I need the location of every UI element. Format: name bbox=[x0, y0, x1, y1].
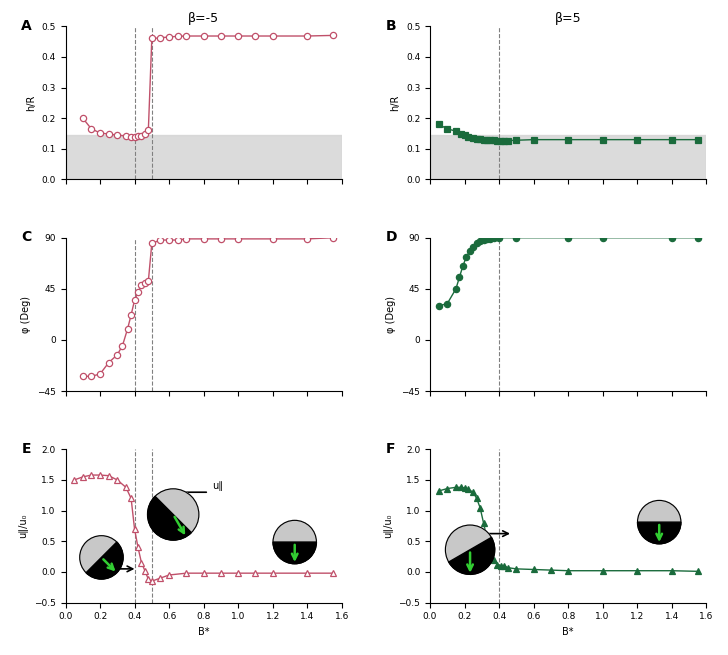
Text: E: E bbox=[21, 441, 31, 456]
Text: F: F bbox=[386, 441, 395, 456]
X-axis label: B*: B* bbox=[562, 627, 574, 637]
Bar bbox=[66, 135, 341, 179]
Text: A: A bbox=[21, 18, 32, 33]
Bar bbox=[430, 135, 706, 179]
Text: D: D bbox=[386, 230, 397, 244]
Y-axis label: u∥/u₀: u∥/u₀ bbox=[18, 514, 28, 538]
Y-axis label: h/R: h/R bbox=[26, 95, 36, 111]
X-axis label: B*: B* bbox=[198, 627, 210, 637]
Text: B: B bbox=[386, 18, 397, 33]
Title: β=-5: β=-5 bbox=[188, 12, 219, 25]
Y-axis label: u∥/u₀: u∥/u₀ bbox=[383, 514, 393, 538]
Text: u₀: u₀ bbox=[85, 558, 95, 568]
Y-axis label: φ (Deg): φ (Deg) bbox=[386, 296, 396, 333]
Text: u₀: u₀ bbox=[469, 523, 479, 533]
Text: C: C bbox=[21, 230, 31, 244]
Y-axis label: φ (Deg): φ (Deg) bbox=[21, 296, 31, 333]
Title: β=5: β=5 bbox=[555, 12, 582, 25]
Text: u∥: u∥ bbox=[212, 481, 223, 491]
Y-axis label: h/R: h/R bbox=[390, 95, 400, 111]
